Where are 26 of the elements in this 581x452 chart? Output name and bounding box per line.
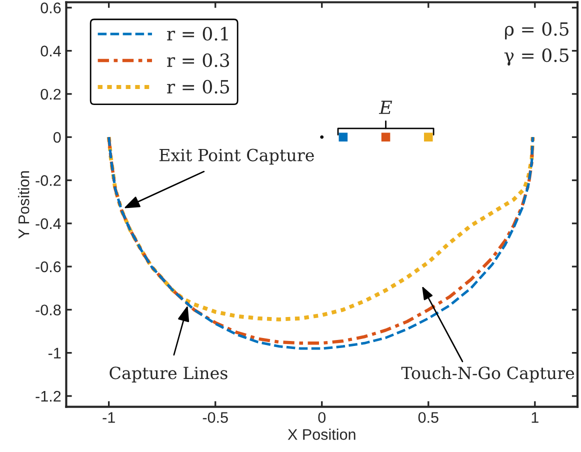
y-tick-label: -0.4 [36, 218, 61, 230]
y-tick-label: -0.6 [36, 261, 61, 272]
legend-label: r = 0.3 [167, 53, 230, 68]
y-tick-label: -0.2 [36, 175, 61, 186]
annotation: E [378, 100, 392, 114]
y-tick-label: 0 [53, 132, 61, 143]
y-tick-label: 0.2 [40, 88, 61, 100]
x-tick-label: 1 [532, 412, 538, 423]
annotation: Touch-N-Go Capture [401, 366, 574, 382]
y-tick-label: 0.4 [40, 46, 61, 56]
annotation: Capture Lines [110, 366, 228, 382]
legend-label: r = 0.5 [167, 80, 229, 94]
x-tick-label: 0 [318, 412, 326, 423]
y-tick-label: -0.8 [36, 304, 61, 316]
x-axis-title: X Position [288, 428, 356, 440]
x-tick-label: -1 [102, 412, 115, 423]
annotation: γ = 0.5 [504, 48, 568, 66]
x-tick-label: -0.5 [202, 412, 228, 423]
y-tick-label: -1.2 [36, 390, 61, 402]
y-tick-label: -1 [48, 348, 61, 358]
legend-label: r = 0.1 [167, 26, 228, 41]
y-tick-label: 0.6 [40, 2, 61, 14]
x-tick-label: 0.5 [418, 412, 438, 423]
y-axis-title: Y Position [18, 171, 30, 238]
annotation: ρ = 0.5 [505, 22, 568, 40]
annotation: Exit Point Capture [160, 148, 314, 165]
